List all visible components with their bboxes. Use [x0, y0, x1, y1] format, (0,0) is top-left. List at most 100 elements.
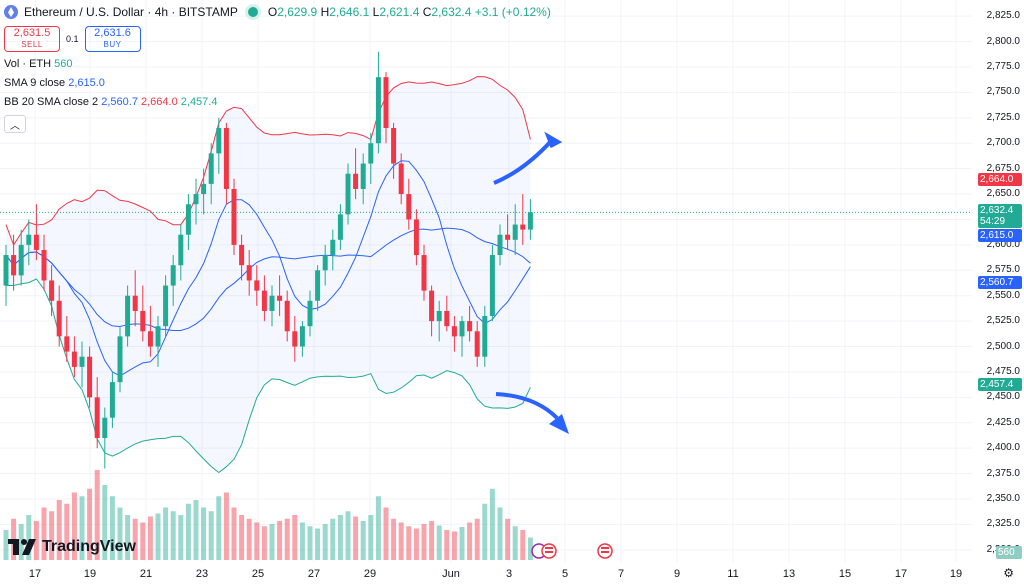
sma-tag: 2,615.0	[978, 229, 1022, 242]
volume-bar	[353, 516, 359, 560]
trade-panel: 2,631.5 SELL 0.1 2,631.6 BUY	[4, 26, 141, 52]
price-axis-label: 2,375.0	[986, 467, 1020, 479]
event-flag-icons[interactable]	[531, 543, 613, 559]
candle-body	[398, 163, 404, 195]
volume-bar	[451, 531, 457, 560]
time-axis-label: 27	[307, 568, 321, 580]
volume-bar	[482, 503, 488, 560]
volume-bar	[49, 511, 55, 560]
time-axis-label: 19	[83, 568, 97, 580]
price-axis-label: 2,575.0	[986, 264, 1020, 276]
candle-body	[459, 321, 465, 337]
candle-body	[185, 204, 191, 235]
candle-body	[178, 234, 184, 266]
candle-body	[216, 127, 222, 154]
volume-indicator-legend[interactable]: Vol · ETH 560	[4, 58, 73, 70]
market-status-icon[interactable]	[247, 7, 258, 17]
candle-body	[163, 285, 169, 327]
bollinger-basis-line	[5, 227, 531, 331]
volume-bar	[3, 530, 9, 560]
time-axis-label: 13	[782, 568, 796, 580]
volume-bar	[239, 515, 245, 560]
volume-bar	[140, 522, 146, 560]
time-axis-label: 19	[949, 568, 963, 580]
time-axis-label: 5	[561, 568, 569, 580]
bb-indicator-legend[interactable]: BB 20 SMA close 2 2,560.7 2,664.0 2,457.…	[4, 96, 218, 108]
candle-body	[33, 234, 39, 250]
buy-button[interactable]: 2,631.6 BUY	[84, 26, 141, 52]
volume-bar	[246, 518, 252, 560]
candle-body	[94, 397, 100, 439]
sma-indicator-legend[interactable]: SMA 9 close 2,615.0	[4, 77, 105, 89]
candle-body	[140, 310, 146, 332]
candle-body	[353, 173, 359, 189]
chevron-up-icon: ︿	[10, 120, 20, 132]
bar-countdown: 54:29	[980, 216, 1006, 227]
candlesticks	[3, 51, 533, 469]
volume-bar	[223, 492, 229, 560]
up-arrow-annotation	[493, 131, 563, 185]
candle-body	[132, 295, 138, 311]
candle-body	[26, 234, 32, 245]
candle-body	[322, 255, 328, 271]
volume-bar	[155, 513, 161, 560]
candle-body	[520, 224, 526, 230]
collapse-legend-button[interactable]: ︿	[4, 115, 26, 133]
candle-body	[170, 265, 176, 286]
volume-bar	[497, 507, 503, 560]
price-axis-label: 2,600.0	[986, 238, 1020, 250]
volume-bar	[474, 518, 480, 560]
candle-body	[307, 300, 313, 327]
volume-bar	[330, 518, 336, 560]
candle-body	[239, 244, 245, 266]
settings-icon[interactable]: ⚙	[1003, 566, 1014, 580]
bollinger-lower-line	[6, 278, 531, 474]
price-axis-label: 2,650.0	[986, 188, 1020, 200]
candle-body	[109, 382, 115, 418]
tradingview-logo-icon	[8, 539, 36, 555]
time-axis-label: 21	[139, 568, 153, 580]
candle-body	[18, 244, 24, 276]
volume-bar	[444, 530, 450, 560]
candle-body	[467, 321, 473, 332]
candle-body	[375, 77, 381, 144]
candle-body	[315, 270, 321, 301]
candle-body	[269, 295, 275, 311]
volume-bar	[109, 496, 115, 560]
price-axis-label: 2,750.0	[986, 86, 1020, 98]
candle-body	[223, 127, 229, 189]
price-axis-label: 2,675.0	[986, 162, 1020, 174]
time-axis-label: 3	[505, 568, 513, 580]
time-axis-label: 15	[838, 568, 852, 580]
lower-band-tag: 2,457.4	[978, 378, 1022, 391]
volume-bar	[292, 515, 298, 560]
volume-bar	[467, 522, 473, 560]
volume-bar	[178, 515, 184, 560]
candle-body	[117, 336, 123, 383]
candle-body	[277, 295, 283, 301]
volume-bar	[231, 507, 237, 560]
sell-button[interactable]: 2,631.5 SELL	[4, 26, 60, 52]
volume-bar	[147, 516, 153, 560]
candle-body	[87, 356, 93, 398]
candle-body	[208, 153, 214, 184]
price-axis-label: 2,450.0	[986, 391, 1020, 403]
candle-body	[368, 143, 374, 164]
ohlc-values: O2,629.9 H2,646.1 L2,621.4 C2,632.4 +3.1…	[267, 5, 551, 19]
candle-body	[102, 417, 108, 439]
candle-body	[482, 316, 488, 357]
volume-bar	[345, 511, 351, 560]
volume-bar	[87, 488, 93, 560]
candle-body	[345, 173, 351, 215]
volume-bars	[3, 470, 533, 560]
tradingview-logo[interactable]: TradingView	[8, 538, 136, 556]
symbol-title[interactable]: Ethereum / U.S. Dollar · 4h · BITSTAMP	[24, 5, 238, 19]
price-axis-label: 2,825.0	[986, 10, 1020, 22]
volume-bar	[489, 488, 495, 560]
volume-bar	[33, 521, 39, 560]
volume-bar	[102, 485, 108, 560]
candle-body	[284, 300, 290, 332]
volume-bar	[208, 511, 214, 560]
candle-body	[406, 194, 412, 220]
